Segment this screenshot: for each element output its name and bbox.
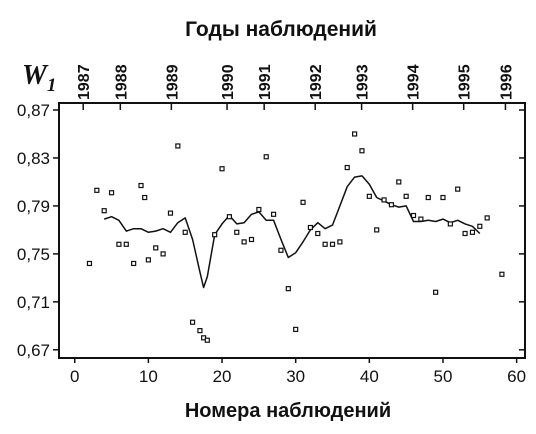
scatter-point [131, 260, 137, 267]
scatter-point [337, 239, 343, 245]
scatter-point [381, 197, 387, 203]
scatter-point [145, 257, 151, 263]
scatter-point [108, 190, 115, 196]
x-tick-label: 10 [139, 367, 158, 386]
scatter-point [189, 319, 196, 325]
x-tick-label: 60 [507, 367, 526, 386]
scatter-point [447, 221, 453, 227]
scatter-point [101, 208, 107, 214]
scatter-point [418, 216, 424, 222]
scatter-point [212, 232, 218, 238]
scatter-point [241, 239, 247, 245]
scatter-point [263, 154, 269, 160]
scatter-point [226, 214, 232, 220]
scatter-point [344, 164, 350, 171]
x-axis-label: Номера наблюдений [185, 400, 391, 422]
scatter-point [153, 245, 159, 251]
top-tick-label: 1987 [76, 64, 93, 100]
y-tick-label: 0,71 [17, 293, 50, 312]
scatter-point [366, 193, 372, 199]
scatter-point [197, 328, 203, 334]
scatter-point [167, 210, 174, 216]
scatter-point [499, 271, 505, 277]
scatter-point [123, 241, 129, 247]
scatter-point [138, 182, 144, 189]
scatter-point [425, 194, 431, 201]
top-tick-label: 1990 [220, 64, 237, 100]
scatter-point [455, 186, 461, 192]
scatter-point [160, 251, 166, 257]
scatter-point [116, 241, 122, 247]
y-tick-label: 0,83 [17, 149, 50, 168]
x-tick-label: 50 [434, 367, 453, 386]
top-axis-ticks: 1987 1988 1989 1990 1991 1992 1993 1994 1995 1996 [76, 64, 515, 110]
scatter-point [234, 229, 240, 235]
top-tick-label: 1992 [308, 64, 325, 100]
scatter-point [322, 241, 328, 247]
scatter-point [307, 224, 314, 231]
scatter-point [219, 166, 225, 172]
x-tick-label: 40 [360, 367, 379, 386]
y-tick-label: 0,87 [17, 101, 50, 120]
chart-title: Годы наблюдений [185, 18, 377, 41]
top-tick-label: 1989 [164, 64, 181, 100]
scatter-point [352, 131, 358, 137]
top-tick-label: 1993 [355, 64, 372, 100]
scatter-point [477, 223, 483, 229]
scatter-point [285, 286, 291, 292]
y-tick-label: 0,75 [17, 245, 50, 264]
scatter-point [300, 199, 306, 205]
scatter-point [374, 227, 380, 233]
scatter-point [86, 260, 93, 267]
scatter-point [410, 212, 417, 219]
scatter-point [469, 229, 476, 235]
plot-frame [58, 102, 526, 359]
y-tick-label: 0,67 [17, 341, 50, 360]
scatter-point [204, 337, 210, 343]
scatter-point [403, 193, 409, 199]
y-axis-label-subscript: 1 [47, 75, 57, 96]
scatter-point [175, 143, 181, 149]
x-tick-label: 0 [70, 367, 79, 386]
y-axis-ticks: 0,87 0,83 0,79 0,75 0,71 0,67 [17, 101, 524, 360]
y-axis-label: W1 [22, 60, 56, 96]
x-tick-label: 30 [286, 367, 305, 386]
scatter-point [329, 241, 336, 247]
x-tick-label: 20 [213, 367, 232, 386]
scatter-point [388, 202, 395, 208]
scatter-points-series [86, 131, 505, 343]
scatter-point [182, 229, 188, 235]
trend-line-series [103, 175, 481, 289]
scatter-point [248, 236, 255, 243]
top-tick-label: 1996 [498, 64, 515, 100]
scatter-point [462, 230, 468, 237]
y-tick-label: 0,79 [17, 197, 50, 216]
scatter-point [315, 230, 321, 237]
top-tick-label: 1991 [257, 64, 274, 100]
scatter-point [396, 179, 402, 185]
y-axis-label-main: W [22, 60, 49, 91]
trend-line [103, 175, 481, 289]
scatter-point [484, 215, 490, 221]
top-tick-label: 1988 [113, 64, 130, 100]
scatter-point [278, 247, 284, 253]
scatter-point [256, 206, 262, 213]
scatter-point [440, 194, 446, 201]
scatter-point [94, 187, 100, 193]
scatter-point [270, 211, 277, 217]
scatter-point [293, 326, 299, 333]
x-axis-ticks: 0 10 20 30 40 50 60 [70, 357, 526, 386]
scatter-point [433, 289, 439, 295]
scatter-point [142, 194, 148, 201]
top-tick-label: 1994 [406, 64, 423, 100]
top-tick-label: 1995 [457, 64, 474, 100]
scatter-point [359, 148, 365, 154]
